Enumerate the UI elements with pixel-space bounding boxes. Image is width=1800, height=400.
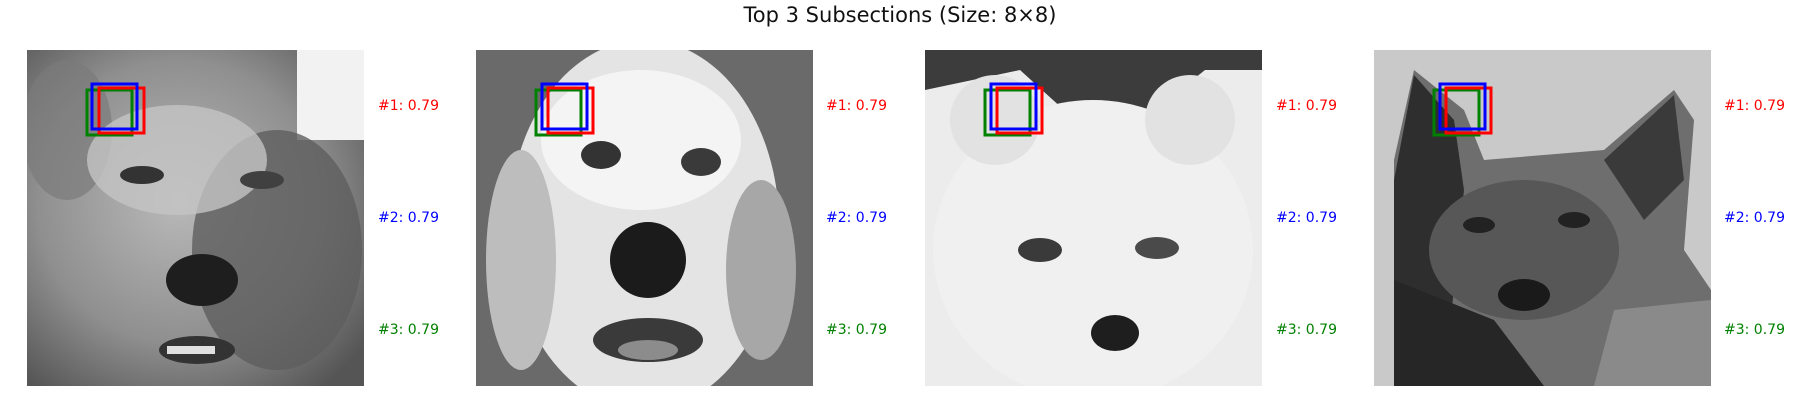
dog-image-3 <box>925 50 1262 386</box>
image-panel-4 <box>1374 50 1711 386</box>
subsection-box-rank1 <box>97 86 146 135</box>
dog-image-4 <box>1374 50 1711 386</box>
subsection-box-rank2 <box>90 82 139 131</box>
subsection-box-rank1 <box>546 86 595 135</box>
image-panel-1 <box>27 50 364 386</box>
score-label-panel1-rank1: #1: 0.79 <box>378 98 439 114</box>
image-panel-3 <box>925 50 1262 386</box>
score-label-panel2-rank3: #3: 0.79 <box>826 322 887 338</box>
score-label-panel4-rank3: #3: 0.79 <box>1724 322 1785 338</box>
score-label-panel3-rank1: #1: 0.79 <box>1276 98 1337 114</box>
score-label-panel1-rank3: #3: 0.79 <box>378 322 439 338</box>
subsection-box-rank3 <box>534 88 583 137</box>
subsection-box-rank3 <box>1432 88 1481 137</box>
subsection-box-rank1 <box>1444 86 1493 135</box>
score-label-panel2-rank1: #1: 0.79 <box>826 98 887 114</box>
subsection-box-rank1 <box>995 86 1044 135</box>
score-label-panel3-rank2: #2: 0.79 <box>1276 210 1337 226</box>
image-panel-2 <box>476 50 813 386</box>
dog-image-2 <box>476 50 813 386</box>
subsection-box-rank3 <box>983 88 1032 137</box>
score-label-panel4-rank2: #2: 0.79 <box>1724 210 1785 226</box>
subsection-box-rank2 <box>540 82 589 131</box>
subsection-box-rank3 <box>85 88 134 137</box>
score-label-panel1-rank2: #2: 0.79 <box>378 210 439 226</box>
subsection-box-rank2 <box>989 82 1038 131</box>
score-label-panel4-rank1: #1: 0.79 <box>1724 98 1785 114</box>
dog-image-1 <box>27 50 364 386</box>
score-label-panel3-rank3: #3: 0.79 <box>1276 322 1337 338</box>
figure-title: Top 3 Subsections (Size: 8×8) <box>743 3 1057 27</box>
score-label-panel2-rank2: #2: 0.79 <box>826 210 887 226</box>
subsection-box-rank2 <box>1438 82 1487 131</box>
